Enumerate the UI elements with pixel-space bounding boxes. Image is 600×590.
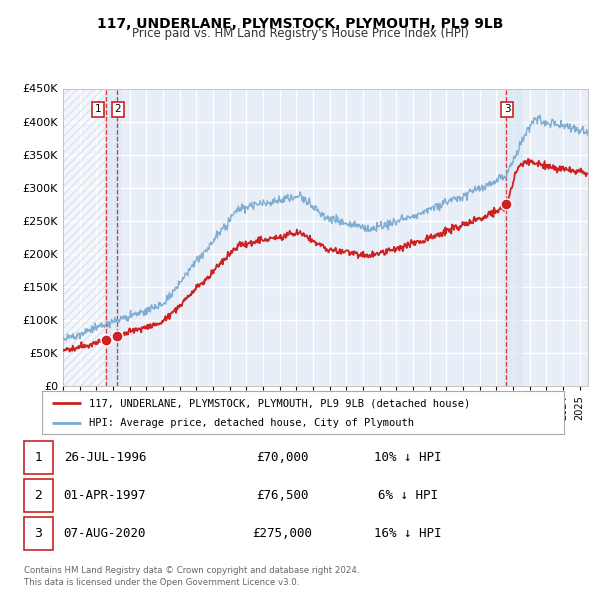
Bar	[63, 88, 105, 386]
Text: £275,000: £275,000	[252, 527, 312, 540]
Text: 26-JUL-1996: 26-JUL-1996	[64, 451, 146, 464]
Text: 07-AUG-2020: 07-AUG-2020	[64, 527, 146, 540]
Text: 10% ↓ HPI: 10% ↓ HPI	[374, 451, 442, 464]
Text: Price paid vs. HM Land Registry's House Price Index (HPI): Price paid vs. HM Land Registry's House …	[131, 27, 469, 40]
Text: HPI: Average price, detached house, City of Plymouth: HPI: Average price, detached house, City…	[89, 418, 414, 428]
Bar	[504, 88, 523, 386]
Text: 6% ↓ HPI: 6% ↓ HPI	[378, 489, 438, 502]
Text: 3: 3	[504, 104, 511, 114]
Text: 117, UNDERLANE, PLYMSTOCK, PLYMOUTH, PL9 9LB (detached house): 117, UNDERLANE, PLYMSTOCK, PLYMOUTH, PL9…	[89, 398, 470, 408]
Text: 1: 1	[34, 451, 43, 464]
Text: 3: 3	[34, 527, 43, 540]
Text: £76,500: £76,500	[256, 489, 308, 502]
Text: £70,000: £70,000	[256, 451, 308, 464]
Text: 117, UNDERLANE, PLYMSTOCK, PLYMOUTH, PL9 9LB: 117, UNDERLANE, PLYMSTOCK, PLYMOUTH, PL9…	[97, 17, 503, 31]
Bar	[105, 88, 121, 386]
Text: 01-APR-1997: 01-APR-1997	[64, 489, 146, 502]
Text: 2: 2	[34, 489, 43, 502]
Text: Contains HM Land Registry data © Crown copyright and database right 2024.
This d: Contains HM Land Registry data © Crown c…	[24, 566, 359, 587]
Text: 16% ↓ HPI: 16% ↓ HPI	[374, 527, 442, 540]
Text: 2: 2	[115, 104, 121, 114]
Text: 1: 1	[95, 104, 101, 114]
